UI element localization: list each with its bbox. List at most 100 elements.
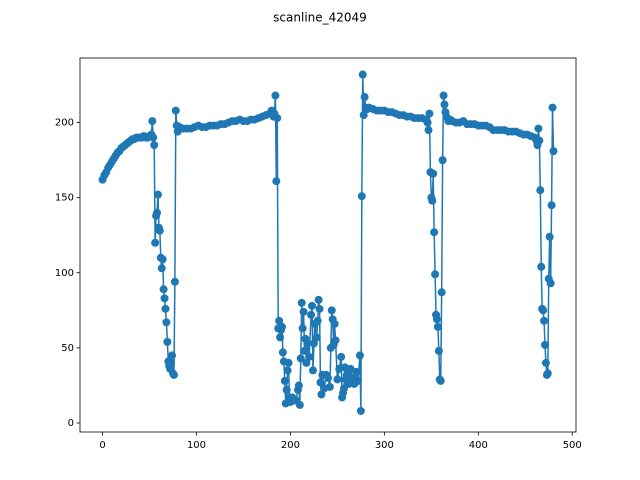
marker <box>297 298 306 307</box>
marker <box>314 295 323 304</box>
marker <box>168 351 177 360</box>
marker <box>282 385 291 394</box>
x-tick-label: 0 <box>99 440 105 451</box>
y-tick-label: 200 <box>55 118 74 129</box>
marker <box>295 400 304 409</box>
marker <box>355 351 364 360</box>
marker <box>273 114 282 123</box>
marker <box>283 366 292 375</box>
marker <box>541 358 550 367</box>
marker <box>307 310 316 319</box>
marker <box>352 367 361 376</box>
marker <box>324 373 332 382</box>
marker <box>536 186 545 195</box>
marker <box>432 315 441 324</box>
marker <box>546 279 555 288</box>
marker <box>549 147 558 156</box>
marker <box>429 169 438 178</box>
x-tick-label: 100 <box>187 440 206 451</box>
marker <box>316 378 325 387</box>
marker <box>305 352 314 361</box>
marker <box>438 156 447 165</box>
marker <box>284 358 293 367</box>
marker <box>330 319 339 328</box>
marker <box>535 136 544 145</box>
x-tick-label: 300 <box>375 440 394 451</box>
marker <box>545 232 554 241</box>
y-tick-label: 150 <box>55 193 74 204</box>
marker <box>423 118 432 127</box>
marker <box>163 337 172 346</box>
marker <box>308 301 317 310</box>
marker <box>436 376 445 385</box>
marker <box>300 346 309 355</box>
marker <box>303 339 312 348</box>
x-tick-label: 400 <box>469 440 488 451</box>
marker <box>439 91 448 100</box>
marker <box>162 318 171 327</box>
marker <box>275 316 284 325</box>
y-tick-label: 100 <box>55 268 74 279</box>
marker <box>313 316 322 325</box>
marker <box>360 93 369 102</box>
marker <box>161 304 170 313</box>
marker <box>359 111 368 120</box>
plot-frame <box>79 57 577 433</box>
marker <box>160 294 169 303</box>
marker <box>537 262 546 271</box>
marker <box>317 390 326 399</box>
marker <box>357 192 366 201</box>
marker <box>276 333 285 342</box>
marker <box>167 358 176 367</box>
marker <box>327 306 336 315</box>
marker <box>150 141 159 150</box>
marker <box>271 91 280 100</box>
marker <box>547 201 556 210</box>
marker <box>425 109 434 118</box>
marker <box>296 354 305 363</box>
marker <box>157 264 166 273</box>
marker <box>159 285 168 294</box>
marker <box>315 304 324 313</box>
marker <box>308 366 317 375</box>
marker <box>428 196 437 205</box>
marker <box>543 369 552 378</box>
marker <box>548 103 557 112</box>
marker <box>171 106 180 115</box>
marker <box>153 190 162 199</box>
marker <box>440 100 449 109</box>
marker <box>312 333 321 342</box>
marker <box>277 322 286 331</box>
marker <box>424 126 433 135</box>
marker <box>539 306 548 315</box>
marker <box>169 370 178 379</box>
x-tick-label: 200 <box>281 440 300 451</box>
marker <box>337 352 346 361</box>
marker <box>431 270 440 279</box>
x-tick-label: 500 <box>563 440 582 451</box>
marker <box>148 117 157 126</box>
marker <box>433 322 442 331</box>
marker <box>344 379 353 388</box>
marker <box>294 381 303 390</box>
marker <box>151 238 160 247</box>
marker <box>437 288 446 297</box>
marker <box>280 376 289 385</box>
marker <box>333 375 342 384</box>
marker <box>153 208 162 217</box>
marker <box>158 255 167 264</box>
marker <box>170 277 179 286</box>
marker <box>325 382 334 391</box>
marker <box>298 324 307 333</box>
marker <box>299 307 308 316</box>
marker <box>534 124 543 133</box>
y-tick-label: 50 <box>61 343 74 354</box>
marker <box>354 376 363 385</box>
marker <box>278 348 287 357</box>
y-tick-label: 0 <box>68 418 74 429</box>
marker <box>356 406 365 415</box>
marker <box>149 133 158 142</box>
marker <box>434 346 443 355</box>
marker <box>302 358 311 367</box>
